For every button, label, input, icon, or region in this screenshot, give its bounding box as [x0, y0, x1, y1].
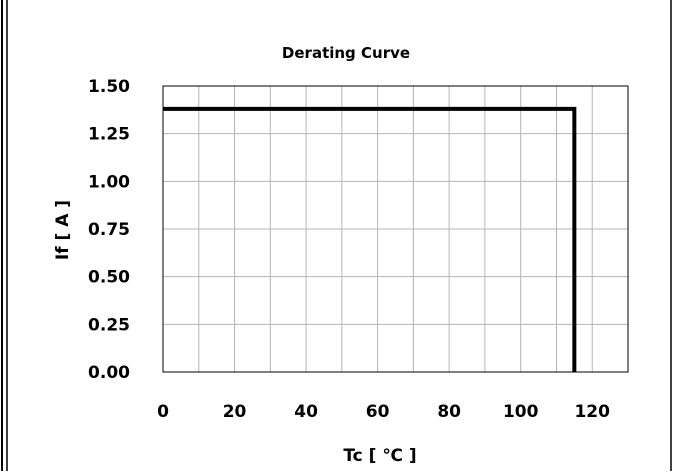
series-line — [163, 106, 577, 372]
y-tick-label: 0.75 — [88, 220, 130, 240]
x-axis-title: Tc [ ℃ ] — [343, 446, 416, 466]
y-tick-label: 1.25 — [88, 125, 130, 145]
y-tick-label: 0.00 — [88, 363, 130, 383]
x-tick-labels: 0 20 40 60 80 100 120 — [157, 402, 610, 422]
x-tick-label: 0 — [157, 402, 169, 422]
x-tick-label: 40 — [294, 402, 318, 422]
x-tick-label: 120 — [574, 402, 610, 422]
series-layer — [163, 106, 577, 372]
x-tick-label: 100 — [503, 402, 539, 422]
y-tick-labels: 0.00 0.25 0.50 0.75 1.00 1.25 1.50 — [88, 77, 130, 383]
plot-frame — [162, 85, 629, 373]
grid — [162, 85, 629, 373]
y-tick-label: 0.50 — [88, 268, 130, 288]
y-axis-title: If [ A ] — [53, 200, 73, 260]
chart-title: Derating Curve — [282, 44, 410, 62]
x-tick-label: 60 — [366, 402, 390, 422]
x-tick-label: 80 — [437, 402, 461, 422]
x-tick-label: 20 — [223, 402, 247, 422]
y-tick-label: 0.25 — [88, 315, 130, 335]
y-tick-label: 1.00 — [88, 172, 130, 192]
y-tick-label: 1.50 — [88, 77, 130, 97]
